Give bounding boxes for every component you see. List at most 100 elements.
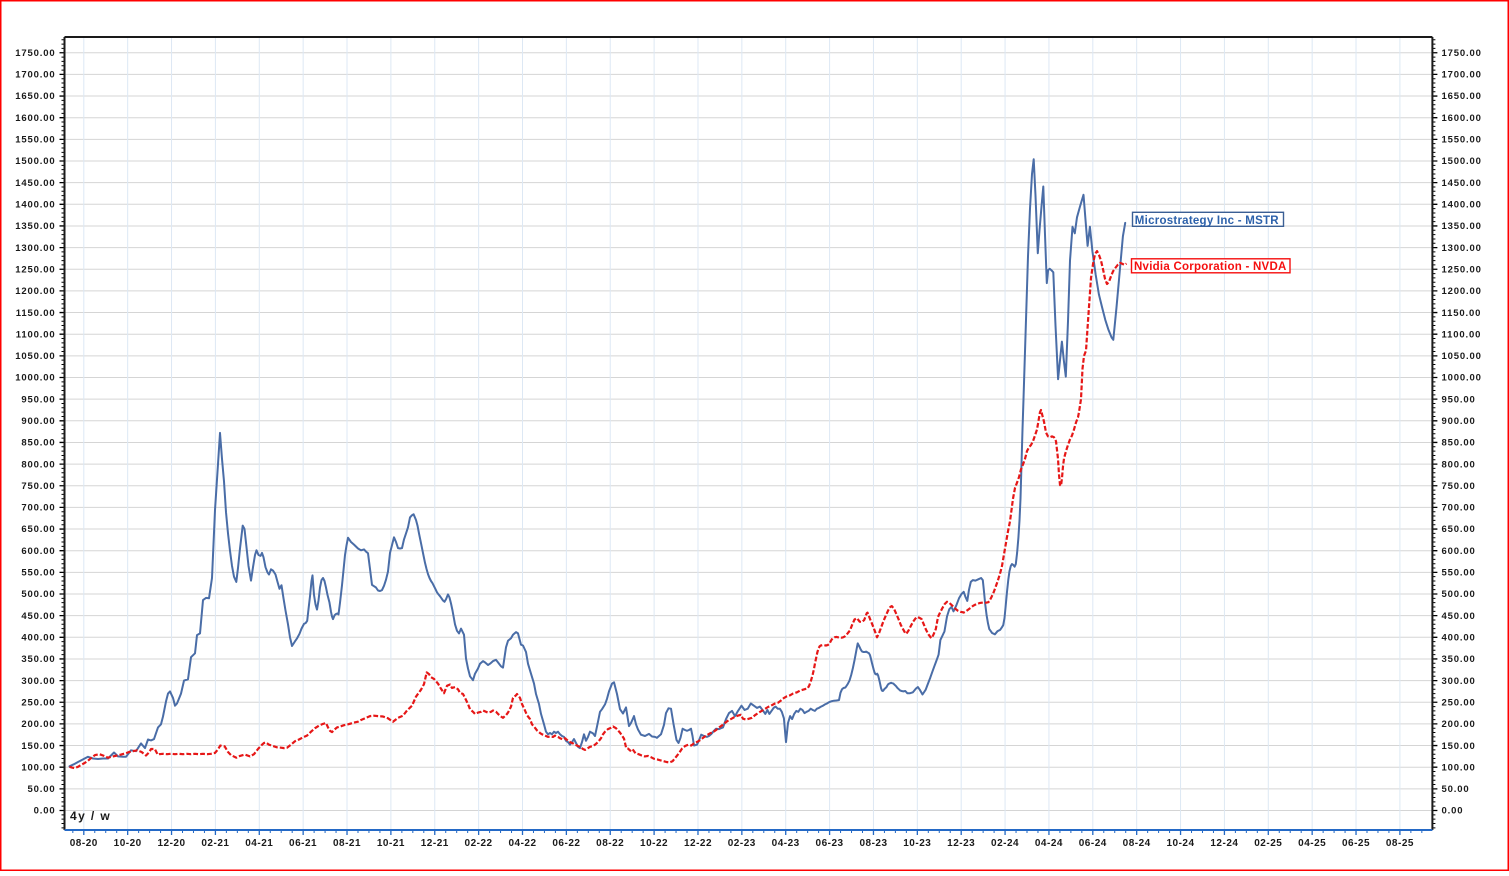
svg-text:350.00: 350.00	[21, 654, 55, 665]
svg-text:750.00: 750.00	[1442, 481, 1476, 492]
svg-text:12-24: 12-24	[1210, 838, 1238, 849]
svg-text:50.00: 50.00	[27, 784, 55, 795]
svg-text:02-24: 02-24	[991, 838, 1019, 849]
svg-text:04-22: 04-22	[508, 838, 536, 849]
svg-text:850.00: 850.00	[1442, 438, 1476, 449]
svg-text:100.00: 100.00	[21, 762, 55, 773]
svg-text:04-24: 04-24	[1035, 838, 1063, 849]
svg-text:900.00: 900.00	[21, 416, 55, 427]
svg-text:12-23: 12-23	[947, 838, 975, 849]
svg-text:10-20: 10-20	[114, 838, 142, 849]
svg-text:400.00: 400.00	[1442, 633, 1476, 644]
svg-text:800.00: 800.00	[1442, 459, 1476, 470]
svg-text:500.00: 500.00	[21, 589, 55, 600]
svg-text:750.00: 750.00	[21, 481, 55, 492]
svg-text:1350.00: 1350.00	[15, 221, 55, 232]
svg-text:150.00: 150.00	[21, 741, 55, 752]
svg-text:1100.00: 1100.00	[16, 329, 56, 340]
svg-text:650.00: 650.00	[1442, 524, 1476, 535]
svg-text:50.00: 50.00	[1442, 784, 1470, 795]
svg-text:1450.00: 1450.00	[15, 178, 55, 189]
svg-text:1500.00: 1500.00	[15, 156, 55, 167]
svg-text:800.00: 800.00	[21, 459, 55, 470]
svg-text:04-23: 04-23	[772, 838, 800, 849]
svg-text:04-25: 04-25	[1298, 838, 1326, 849]
svg-text:1000.00: 1000.00	[1442, 373, 1482, 384]
svg-text:02-21: 02-21	[201, 838, 229, 849]
svg-text:4y / w: 4y / w	[70, 809, 111, 823]
svg-text:1400.00: 1400.00	[15, 200, 55, 211]
svg-text:1450.00: 1450.00	[1442, 178, 1482, 189]
svg-text:250.00: 250.00	[1442, 698, 1476, 709]
svg-text:04-21: 04-21	[245, 838, 273, 849]
svg-text:02-22: 02-22	[465, 838, 493, 849]
svg-text:1350.00: 1350.00	[1442, 221, 1482, 232]
svg-text:10-24: 10-24	[1166, 838, 1194, 849]
svg-text:950.00: 950.00	[21, 394, 55, 405]
svg-text:1650.00: 1650.00	[15, 91, 55, 102]
svg-text:400.00: 400.00	[21, 633, 55, 644]
svg-text:06-25: 06-25	[1342, 838, 1370, 849]
svg-text:450.00: 450.00	[1442, 611, 1476, 622]
svg-text:1700.00: 1700.00	[15, 70, 55, 81]
svg-text:350.00: 350.00	[1442, 654, 1476, 665]
svg-text:0.00: 0.00	[1442, 806, 1464, 817]
svg-text:550.00: 550.00	[21, 568, 55, 579]
svg-text:450.00: 450.00	[21, 611, 55, 622]
svg-text:300.00: 300.00	[1442, 676, 1476, 687]
svg-text:06-24: 06-24	[1079, 838, 1107, 849]
svg-text:1250.00: 1250.00	[15, 264, 55, 275]
svg-text:06-22: 06-22	[552, 838, 580, 849]
svg-text:10-22: 10-22	[640, 838, 668, 849]
svg-text:1700.00: 1700.00	[1442, 70, 1482, 81]
svg-text:Microstrategy Inc - MSTR: Microstrategy Inc - MSTR	[1135, 215, 1279, 227]
svg-text:1200.00: 1200.00	[1442, 286, 1482, 297]
svg-text:1200.00: 1200.00	[15, 286, 55, 297]
svg-text:12-20: 12-20	[157, 838, 185, 849]
svg-text:1300.00: 1300.00	[15, 243, 55, 254]
svg-text:600.00: 600.00	[1442, 546, 1476, 557]
svg-text:1300.00: 1300.00	[1442, 243, 1482, 254]
svg-text:1000.00: 1000.00	[15, 373, 55, 384]
svg-text:06-23: 06-23	[816, 838, 844, 849]
svg-text:12-21: 12-21	[421, 838, 449, 849]
svg-text:900.00: 900.00	[1442, 416, 1476, 427]
svg-text:200.00: 200.00	[1442, 719, 1476, 730]
svg-text:100.00: 100.00	[1442, 762, 1476, 773]
svg-text:1600.00: 1600.00	[1442, 113, 1482, 124]
svg-text:10-23: 10-23	[903, 838, 931, 849]
svg-text:06-21: 06-21	[289, 838, 317, 849]
svg-text:250.00: 250.00	[21, 698, 55, 709]
svg-text:08-23: 08-23	[859, 838, 887, 849]
svg-text:02-25: 02-25	[1254, 838, 1282, 849]
svg-text:1050.00: 1050.00	[1442, 351, 1482, 362]
svg-text:1600.00: 1600.00	[15, 113, 55, 124]
svg-text:700.00: 700.00	[1442, 503, 1476, 514]
svg-text:650.00: 650.00	[21, 524, 55, 535]
svg-text:08-22: 08-22	[596, 838, 624, 849]
svg-text:1650.00: 1650.00	[1442, 91, 1482, 102]
svg-text:1100.00: 1100.00	[1442, 329, 1482, 340]
svg-text:02-23: 02-23	[728, 838, 756, 849]
svg-text:700.00: 700.00	[21, 503, 55, 514]
svg-text:1750.00: 1750.00	[15, 48, 55, 59]
svg-text:500.00: 500.00	[1442, 589, 1476, 600]
svg-text:550.00: 550.00	[1442, 568, 1476, 579]
svg-text:0.00: 0.00	[34, 806, 56, 817]
svg-text:1150.00: 1150.00	[1442, 308, 1482, 319]
svg-text:600.00: 600.00	[21, 546, 55, 557]
svg-text:150.00: 150.00	[1442, 741, 1476, 752]
svg-text:08-25: 08-25	[1386, 838, 1414, 849]
svg-text:200.00: 200.00	[21, 719, 55, 730]
svg-text:1550.00: 1550.00	[1442, 135, 1482, 146]
svg-text:1150.00: 1150.00	[16, 308, 56, 319]
svg-text:08-21: 08-21	[333, 838, 361, 849]
svg-text:1250.00: 1250.00	[1442, 264, 1482, 275]
svg-text:1500.00: 1500.00	[1442, 156, 1482, 167]
svg-text:950.00: 950.00	[1442, 394, 1476, 405]
svg-text:Nvidia Corporation - NVDA: Nvidia Corporation - NVDA	[1134, 261, 1287, 273]
svg-text:12-22: 12-22	[684, 838, 712, 849]
svg-text:1750.00: 1750.00	[1442, 48, 1482, 59]
svg-text:300.00: 300.00	[21, 676, 55, 687]
svg-text:08-24: 08-24	[1123, 838, 1151, 849]
